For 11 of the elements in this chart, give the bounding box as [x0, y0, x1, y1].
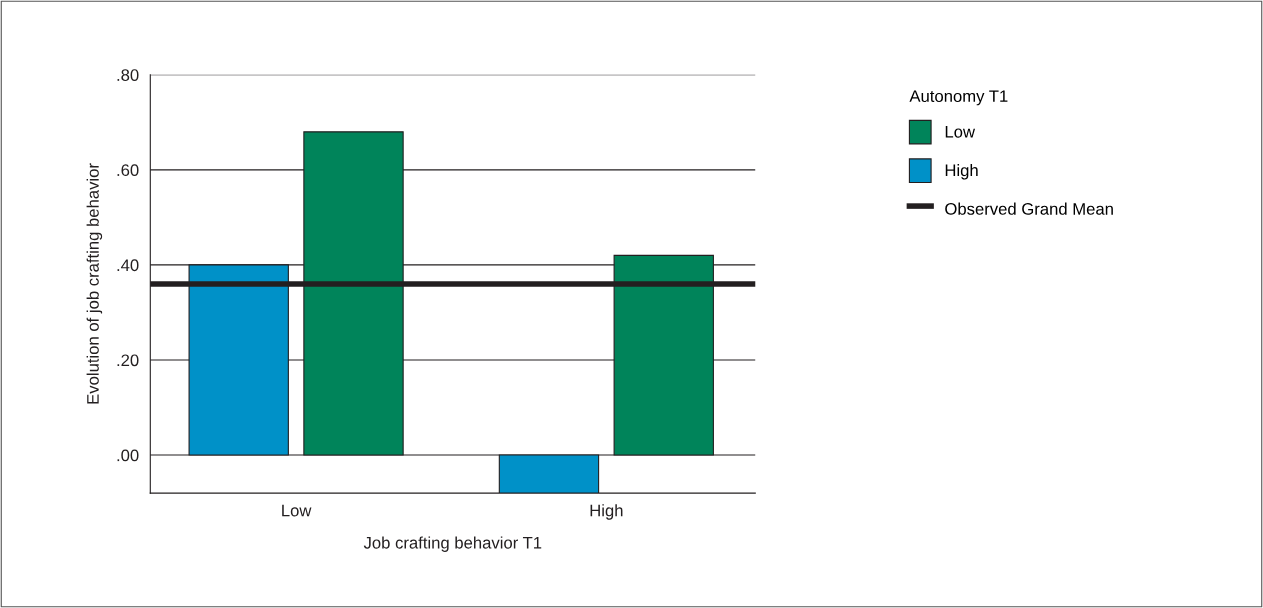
y-tick-label: .40: [117, 259, 139, 272]
x-axis-title: Job crafting behavior T1: [363, 536, 542, 552]
y-tick-label: .20: [117, 354, 139, 367]
legend-title: Autonomy T1: [909, 90, 1008, 106]
legend-label: High: [945, 163, 978, 180]
y-tick-label: .60: [117, 164, 139, 177]
legend-label: Low: [945, 126, 976, 138]
y-axis-title: Evolution of job crafting behavior: [86, 163, 103, 404]
y-tick-label: .00: [117, 449, 139, 462]
y-tick-label: .80: [117, 69, 139, 81]
legend-label: Observed Grand Mean: [945, 202, 1113, 215]
